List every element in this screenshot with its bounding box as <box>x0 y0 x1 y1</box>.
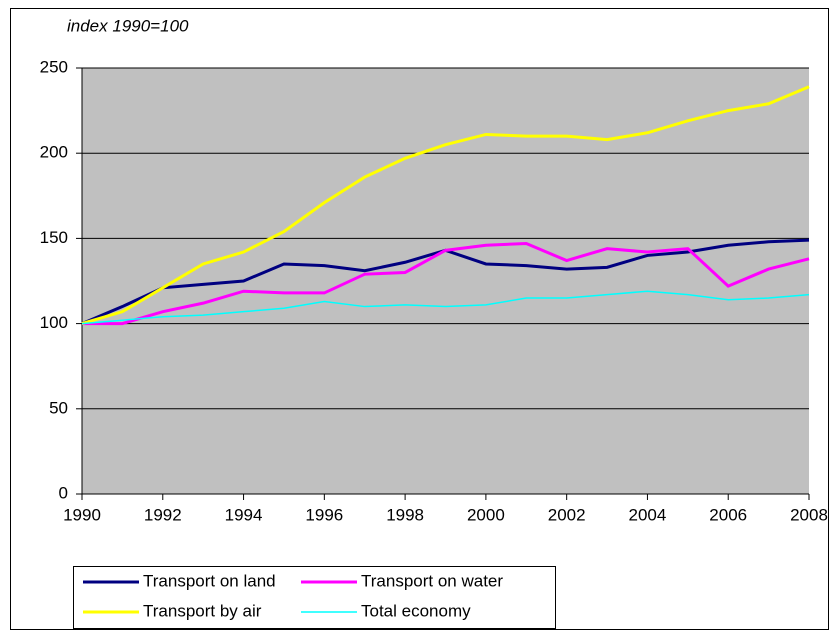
x-tick-label: 1994 <box>225 505 263 524</box>
y-tick-label: 150 <box>40 228 68 247</box>
legend-box <box>73 566 556 629</box>
y-tick-label: 200 <box>40 143 68 162</box>
series-line <box>81 85 810 326</box>
y-tick-label: 250 <box>40 57 68 76</box>
x-tick-label: 2006 <box>709 505 747 524</box>
y-tick-label: 50 <box>49 398 68 417</box>
x-tick-label: 1996 <box>305 505 343 524</box>
series-line <box>81 290 810 325</box>
x-tick-label: 2000 <box>467 505 505 524</box>
y-tick-label: 0 <box>59 483 68 502</box>
x-tick-label: 2004 <box>629 505 667 524</box>
x-tick-label: 2008 <box>790 505 828 524</box>
y-tick-label: 100 <box>40 313 68 332</box>
legend-label: Transport on land <box>143 571 276 590</box>
x-tick-label: 1990 <box>63 505 101 524</box>
x-tick-label: 1998 <box>386 505 424 524</box>
chart-subtitle: index 1990=100 <box>67 16 189 35</box>
plot-area <box>82 68 809 494</box>
x-tick-label: 2002 <box>548 505 586 524</box>
legend-label: Transport on water <box>361 571 503 590</box>
series-line <box>82 241 810 326</box>
legend-label: Total economy <box>361 601 471 620</box>
x-tick-label: 1992 <box>144 505 182 524</box>
legend-label: Transport by air <box>143 601 262 620</box>
